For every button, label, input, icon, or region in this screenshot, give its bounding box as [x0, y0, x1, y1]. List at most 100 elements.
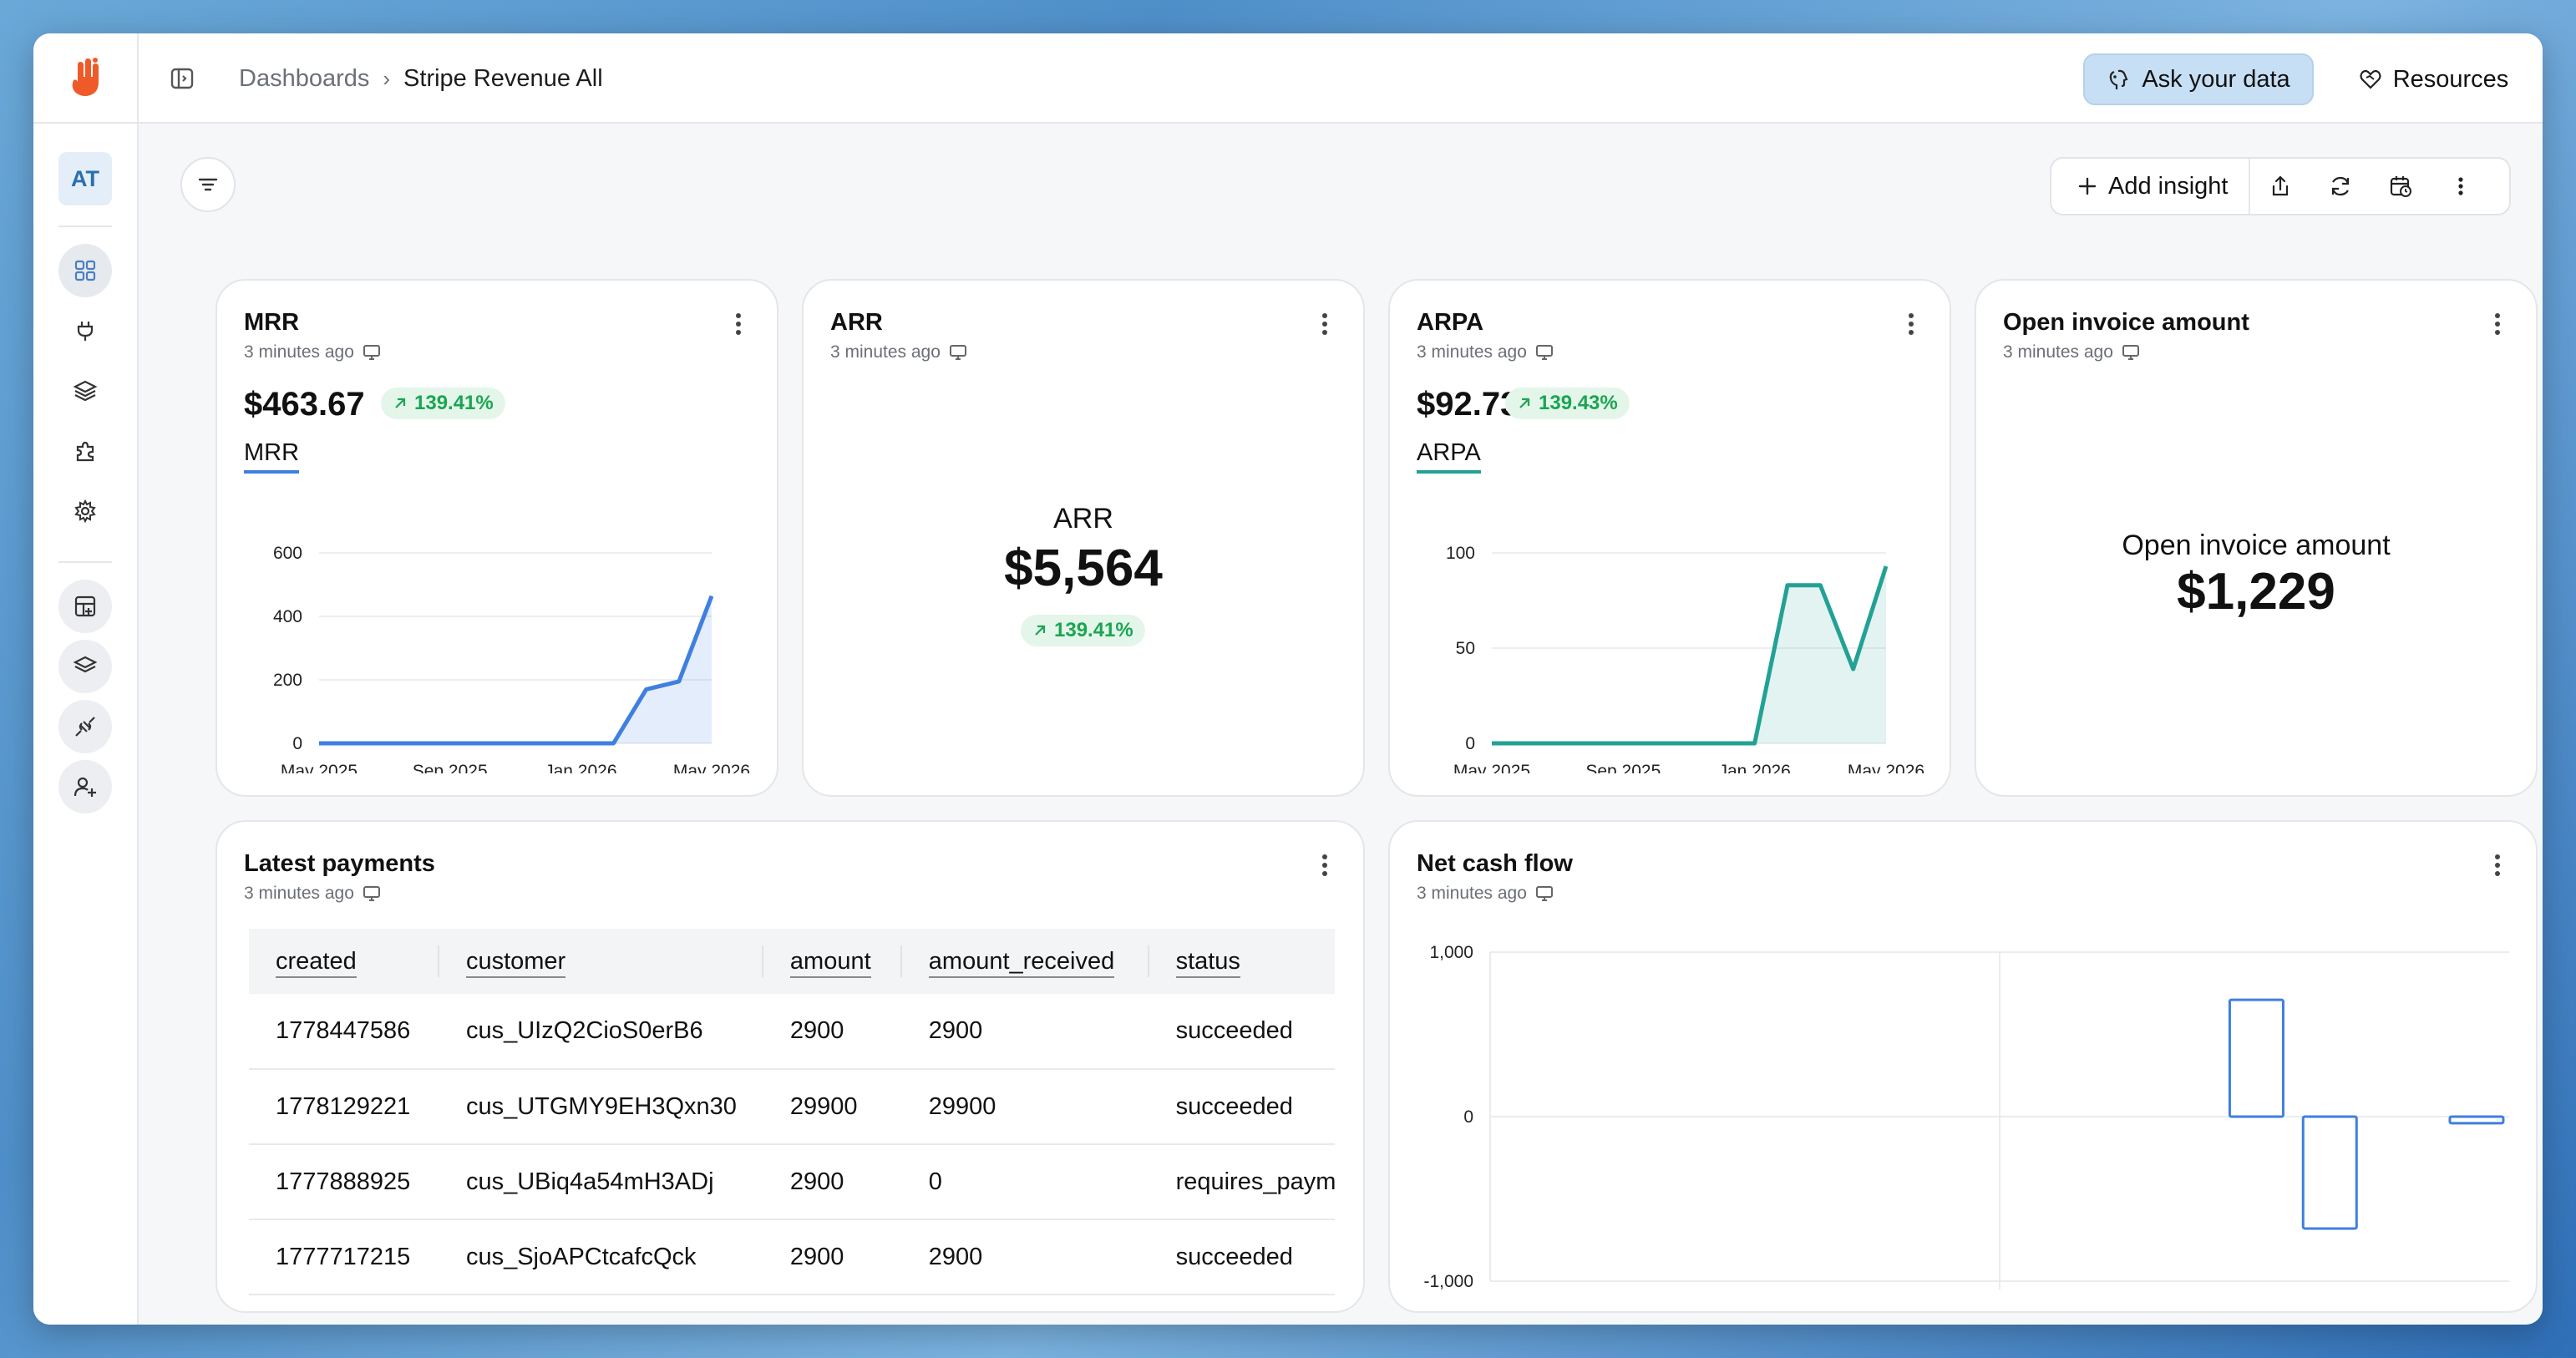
cash-flow-bar[interactable]	[2448, 1115, 2505, 1125]
puzzle-icon	[76, 441, 94, 462]
monitor-icon	[949, 345, 966, 360]
sidebar-item-connections[interactable]	[58, 304, 112, 357]
sidebar-item-new-dashboard[interactable]	[58, 580, 112, 633]
ask-your-data-button[interactable]: Ask your data	[2083, 53, 2314, 105]
card-menu-button[interactable]	[1316, 307, 1333, 341]
breadcrumb-dashboards[interactable]: Dashboards	[239, 64, 370, 92]
breadcrumb-current: Stripe Revenue All	[403, 64, 603, 92]
y-tick-label: 50	[1456, 639, 1475, 658]
cell-customer: cus_UIzQ2CioS0erB6	[439, 994, 763, 1070]
series-line[interactable]	[1492, 565, 1889, 746]
table-row[interactable]: 1777717215 cus_SjoAPCtcafcQck 2900 2900 …	[249, 1219, 1335, 1295]
more-vertical-icon	[1322, 313, 1327, 335]
more-vertical-icon	[736, 313, 741, 335]
monitor-icon	[1535, 886, 1553, 901]
table-row[interactable]: 1778129221 cus_UTGMY9EH3Qxn30 29900 2990…	[249, 1069, 1335, 1145]
more-options-button[interactable]	[2431, 159, 2491, 214]
net-cash-flow-card: Net cash flow 3 minutes ago 1,000 0 -1,000…	[1388, 820, 2538, 1313]
card-menu-button[interactable]	[730, 307, 747, 341]
sidebar-item-settings[interactable]	[58, 484, 112, 538]
card-menu-button[interactable]	[1903, 307, 1919, 341]
latest-payments-card: Latest payments 3 minutes ago created cu…	[216, 820, 1365, 1313]
x-tick-label: Sep 2025	[413, 762, 488, 773]
cell-status: succeeded	[1149, 994, 1335, 1070]
card-menu-button[interactable]	[2489, 849, 2506, 882]
avatar[interactable]: AT	[58, 152, 112, 205]
column-header-customer[interactable]: customer	[439, 929, 763, 994]
kpi-value: $1,229	[2177, 563, 2335, 621]
table-row[interactable]: 1778447586 cus_UIzQ2CioS0erB6 2900 2900 …	[249, 994, 1335, 1070]
sidebar-item-dashboards[interactable]	[58, 244, 112, 297]
more-vertical-icon	[2495, 854, 2500, 876]
table-row[interactable]: 1777888925 cus_UBiq4a54mH3ADj 2900 0 req…	[249, 1144, 1335, 1220]
cell-customer: cus_UBiq4a54mH3ADj	[439, 1144, 763, 1220]
heart-handshake-icon	[2360, 69, 2381, 89]
add-insight-button[interactable]: Add insight	[2051, 159, 2250, 214]
series-label[interactable]: MRR	[244, 439, 300, 474]
sidebar-item-new-connection[interactable]	[58, 700, 112, 753]
cell-created: 1777888925	[249, 1144, 439, 1220]
resources-button[interactable]: Resources	[2344, 53, 2523, 105]
column-header-created[interactable]: created	[249, 929, 439, 994]
dashboard-toolbar: Add insight	[2050, 157, 2511, 215]
layers-stack-icon	[73, 656, 98, 673]
sidebar-item-models[interactable]	[58, 364, 112, 418]
card-menu-button[interactable]	[1316, 849, 1333, 882]
series-line[interactable]	[319, 595, 714, 746]
y-tick-label: -1,000	[1423, 1272, 1473, 1290]
monitor-icon	[1535, 345, 1553, 360]
series-label[interactable]: ARPA	[1417, 439, 1481, 474]
arpa-chart: 0 50 100 May 2025 Sep 2025 Jan 2026 May 2026	[1446, 544, 1924, 773]
connect-icon	[75, 717, 95, 737]
sidebar-item-invite-user[interactable]	[58, 760, 112, 813]
arr-kpi: ARR $5,564	[804, 503, 1363, 598]
y-tick-label: 400	[273, 607, 302, 626]
refresh-button[interactable]	[2310, 159, 2371, 214]
more-vertical-icon	[1909, 313, 1914, 335]
y-tick-label: 100	[1446, 544, 1475, 563]
cell-amount-received: 0	[901, 1144, 1149, 1220]
column-header-amount-received[interactable]: amount_received	[902, 929, 1149, 994]
sidebar-toggle-icon[interactable]	[165, 62, 199, 95]
sidebar-item-new-model[interactable]	[58, 640, 112, 693]
card-menu-button[interactable]	[2489, 307, 2506, 341]
plug-icon	[77, 322, 94, 341]
x-tick-label: May 2025	[1453, 762, 1530, 773]
x-tick-label: May 2025	[281, 762, 357, 773]
schedule-button[interactable]	[2371, 159, 2431, 214]
open-invoice-kpi: Open invoice amount $1,229	[1976, 530, 2536, 621]
layers-icon	[73, 380, 98, 402]
payments-table: created customer amount amount_received …	[249, 929, 1335, 1295]
refresh-icon	[2331, 176, 2349, 196]
cash-flow-bar[interactable]	[2228, 998, 2284, 1118]
cell-customer: cus_SjoAPCtcafcQck	[439, 1219, 763, 1295]
monitor-icon	[2122, 345, 2139, 360]
cell-customer: cus_UTGMY9EH3Qxn30	[439, 1069, 763, 1145]
open-invoice-card: Open invoice amount 3 minutes ago Open i…	[1975, 279, 2538, 797]
cell-amount: 29900	[763, 1069, 902, 1145]
sidebar-item-integrations[interactable]	[58, 424, 112, 478]
area-fill	[1492, 565, 1886, 743]
cash-flow-bar[interactable]	[2301, 1115, 2358, 1230]
change-value: 139.43%	[1539, 392, 1618, 414]
updated-time: 3 minutes ago	[1417, 884, 1527, 903]
updated-time: 3 minutes ago	[1417, 342, 1527, 362]
arrow-up-right-icon	[1035, 625, 1046, 636]
updated-time: 3 minutes ago	[2003, 342, 2113, 362]
share-button[interactable]	[2250, 159, 2310, 214]
filter-button[interactable]	[180, 157, 236, 212]
logo[interactable]	[33, 33, 139, 124]
more-vertical-icon	[2495, 313, 2500, 335]
x-tick-label: May 2026	[673, 762, 750, 773]
updated-time: 3 minutes ago	[830, 342, 941, 362]
column-header-amount[interactable]: amount	[763, 929, 902, 994]
cell-amount-received: 29900	[901, 1069, 1149, 1145]
card-title: Latest payments	[244, 850, 435, 877]
column-header-status[interactable]: status	[1149, 929, 1335, 994]
card-updated: 3 minutes ago	[2003, 342, 2140, 362]
hand-logo-icon	[72, 58, 99, 96]
more-vertical-icon	[2457, 177, 2463, 195]
add-insight-label: Add insight	[2108, 172, 2229, 200]
table-header-row: created customer amount amount_received …	[249, 929, 1335, 994]
